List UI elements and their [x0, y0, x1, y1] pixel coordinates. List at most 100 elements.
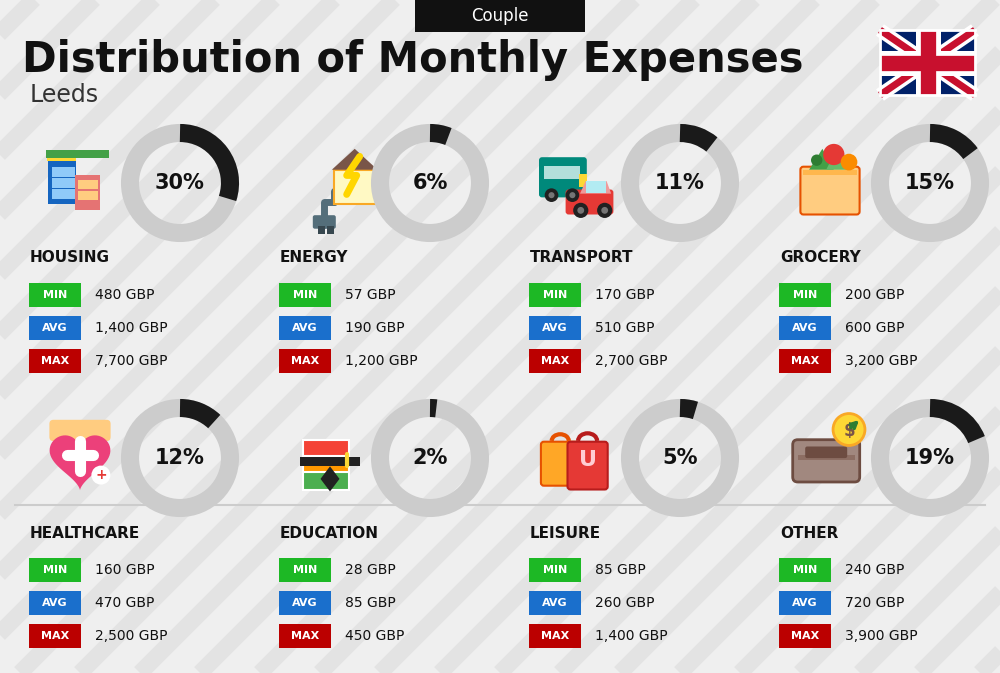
- Text: OTHER: OTHER: [780, 526, 838, 540]
- Text: 170 GBP: 170 GBP: [595, 288, 654, 302]
- Text: Couple: Couple: [471, 7, 529, 25]
- Text: MAX: MAX: [41, 631, 69, 641]
- Text: MIN: MIN: [293, 290, 317, 300]
- Text: MIN: MIN: [543, 290, 567, 300]
- FancyBboxPatch shape: [29, 283, 81, 307]
- Text: 2,700 GBP: 2,700 GBP: [595, 354, 668, 368]
- Text: MAX: MAX: [541, 356, 569, 366]
- FancyBboxPatch shape: [541, 441, 579, 486]
- FancyBboxPatch shape: [29, 558, 81, 582]
- Text: AVG: AVG: [542, 323, 568, 333]
- Text: 1,400 GBP: 1,400 GBP: [595, 629, 668, 643]
- FancyBboxPatch shape: [803, 170, 857, 176]
- Polygon shape: [580, 181, 611, 194]
- Text: MIN: MIN: [793, 290, 817, 300]
- Text: 470 GBP: 470 GBP: [95, 596, 154, 610]
- Circle shape: [841, 153, 857, 170]
- Text: MIN: MIN: [43, 565, 67, 575]
- Text: MAX: MAX: [791, 356, 819, 366]
- FancyBboxPatch shape: [334, 170, 376, 204]
- Text: +: +: [95, 468, 107, 482]
- FancyBboxPatch shape: [303, 472, 349, 490]
- Text: HOUSING: HOUSING: [30, 250, 110, 266]
- FancyBboxPatch shape: [75, 176, 100, 209]
- Polygon shape: [332, 149, 378, 170]
- Text: TRANSPORT: TRANSPORT: [530, 250, 634, 266]
- FancyBboxPatch shape: [779, 558, 831, 582]
- Text: Distribution of Monthly Expenses: Distribution of Monthly Expenses: [22, 39, 804, 81]
- FancyBboxPatch shape: [566, 190, 613, 215]
- Polygon shape: [826, 147, 847, 170]
- FancyBboxPatch shape: [29, 349, 81, 373]
- Text: AVG: AVG: [792, 323, 818, 333]
- FancyBboxPatch shape: [544, 166, 580, 179]
- FancyBboxPatch shape: [779, 316, 831, 340]
- Text: 510 GBP: 510 GBP: [595, 321, 654, 335]
- Text: 450 GBP: 450 GBP: [345, 629, 404, 643]
- Text: MIN: MIN: [543, 565, 567, 575]
- Text: GROCERY: GROCERY: [780, 250, 861, 266]
- FancyBboxPatch shape: [805, 446, 847, 458]
- FancyBboxPatch shape: [303, 456, 349, 474]
- Text: U: U: [579, 450, 597, 470]
- FancyBboxPatch shape: [47, 154, 76, 161]
- FancyBboxPatch shape: [313, 215, 336, 229]
- FancyBboxPatch shape: [415, 0, 585, 32]
- Polygon shape: [50, 435, 110, 490]
- FancyBboxPatch shape: [279, 316, 331, 340]
- Circle shape: [569, 192, 575, 199]
- FancyBboxPatch shape: [529, 349, 581, 373]
- FancyBboxPatch shape: [29, 591, 81, 615]
- Circle shape: [811, 155, 822, 166]
- Text: 6%: 6%: [412, 173, 448, 193]
- Text: 85 GBP: 85 GBP: [595, 563, 646, 577]
- Text: 19%: 19%: [905, 448, 955, 468]
- FancyBboxPatch shape: [793, 439, 860, 482]
- FancyBboxPatch shape: [529, 624, 581, 648]
- Text: 1,200 GBP: 1,200 GBP: [345, 354, 418, 368]
- FancyBboxPatch shape: [779, 283, 831, 307]
- FancyBboxPatch shape: [529, 558, 581, 582]
- FancyBboxPatch shape: [779, 624, 831, 648]
- Text: AVG: AVG: [792, 598, 818, 608]
- FancyBboxPatch shape: [539, 157, 587, 197]
- FancyBboxPatch shape: [48, 160, 76, 204]
- Text: MIN: MIN: [43, 290, 67, 300]
- Circle shape: [597, 203, 612, 218]
- Circle shape: [573, 203, 588, 218]
- FancyBboxPatch shape: [327, 226, 334, 234]
- FancyBboxPatch shape: [63, 189, 75, 199]
- FancyBboxPatch shape: [279, 558, 331, 582]
- FancyBboxPatch shape: [529, 591, 581, 615]
- Text: AVG: AVG: [292, 323, 318, 333]
- FancyBboxPatch shape: [78, 191, 88, 201]
- FancyBboxPatch shape: [52, 178, 64, 188]
- FancyBboxPatch shape: [279, 591, 331, 615]
- FancyBboxPatch shape: [29, 624, 81, 648]
- Text: MAX: MAX: [291, 356, 319, 366]
- Circle shape: [548, 192, 555, 199]
- FancyBboxPatch shape: [279, 283, 331, 307]
- Text: 720 GBP: 720 GBP: [845, 596, 904, 610]
- Text: 260 GBP: 260 GBP: [595, 596, 654, 610]
- Circle shape: [545, 188, 558, 202]
- Text: 240 GBP: 240 GBP: [845, 563, 904, 577]
- Text: MAX: MAX: [291, 631, 319, 641]
- FancyBboxPatch shape: [779, 349, 831, 373]
- Circle shape: [577, 207, 584, 214]
- Text: 200 GBP: 200 GBP: [845, 288, 904, 302]
- Text: 2%: 2%: [412, 448, 448, 468]
- Circle shape: [91, 466, 110, 485]
- FancyBboxPatch shape: [52, 167, 64, 176]
- FancyBboxPatch shape: [63, 178, 75, 188]
- FancyBboxPatch shape: [279, 349, 331, 373]
- Text: 12%: 12%: [155, 448, 205, 468]
- Circle shape: [833, 413, 865, 446]
- Text: MAX: MAX: [791, 631, 819, 641]
- FancyBboxPatch shape: [29, 316, 81, 340]
- FancyBboxPatch shape: [88, 191, 98, 201]
- FancyBboxPatch shape: [63, 167, 75, 176]
- Text: AVG: AVG: [292, 598, 318, 608]
- Text: 57 GBP: 57 GBP: [345, 288, 396, 302]
- Text: 30%: 30%: [155, 173, 205, 193]
